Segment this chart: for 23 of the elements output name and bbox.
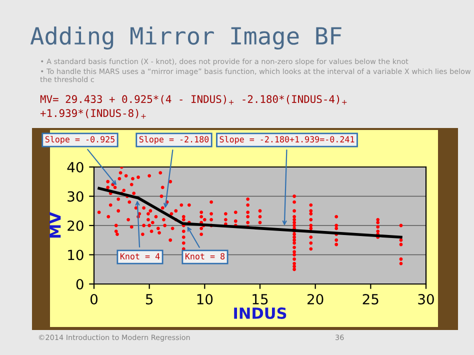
line-series [98,186,402,239]
text: +1.939*(INDUS-8)$_{+}$ [40,108,146,119]
annotation: Slope = -2.180 [139,136,209,144]
y-tick-label: 40 [67,162,84,172]
x-tick-label: 5 [146,294,153,304]
x-tick-label: 0 [90,294,98,304]
x-tick-label: 15 [252,294,268,304]
text: MV= 29.433 + 0.925*(4 - INDUS)$_{+}$ -2.180*(INDUS-4)$_{+}$ [40,94,347,105]
y-tick-label: 20 [68,220,84,231]
x-tick-label: 20 [308,294,324,304]
y-axis-title: MV [50,212,61,238]
y-tick-label: 30 [68,191,84,202]
x-tick-label: 10 [197,294,213,304]
chart-title: Adding Mirror Image BF [30,26,342,50]
y-tick-label: 10 [68,250,84,260]
x-tick-label: 25 [362,294,378,304]
annotation: Slope = -2.180+1.939=-0.241 [220,136,354,144]
x-tick-label: 30 [418,294,434,304]
x-axis-title: INDUS [234,307,286,319]
annotation: Knot = 4 [120,253,160,260]
y-tick-label: 0 [76,278,84,290]
annotation: Knot = 8 [185,253,225,260]
annotation: Slope = -0.925 [45,136,114,144]
